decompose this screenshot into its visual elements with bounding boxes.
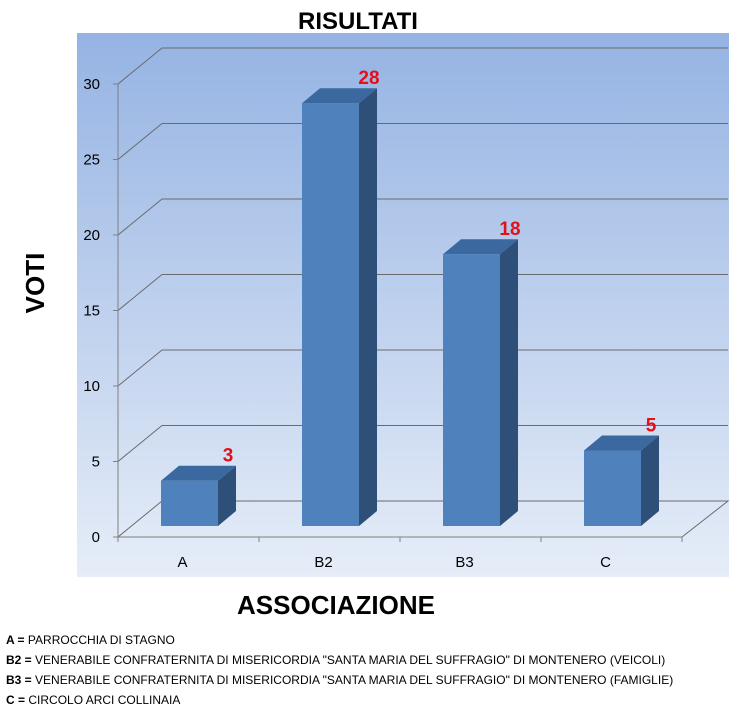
bar-side — [641, 435, 659, 526]
axes — [113, 83, 683, 542]
legend-key: B3 = — [6, 673, 32, 687]
bars — [161, 88, 659, 526]
gridline-diagonal — [117, 425, 163, 462]
bar-b2 — [302, 88, 377, 526]
data-label: 18 — [499, 219, 520, 240]
bar-top — [161, 465, 236, 481]
x-tick-label: B3 — [455, 554, 473, 571]
legend-text: PARROCCHIA DI STAGNO — [27, 633, 175, 647]
bar-front — [161, 480, 218, 526]
legend-row-b3: B3 = VENERABILE CONFRATERNITA DI MISERIC… — [6, 670, 673, 690]
y-tick-label: 15 — [83, 303, 100, 320]
y-tick-label: 25 — [83, 152, 100, 169]
data-label: 28 — [358, 68, 379, 89]
bar-top — [443, 239, 518, 255]
legend-text: VENERABILE CONFRATERNITA DI MISERICORDIA… — [35, 653, 666, 667]
data-label: 3 — [223, 446, 234, 467]
x-tick-label: C — [600, 554, 611, 571]
y-tick-label: 5 — [92, 454, 100, 471]
bar-side — [500, 239, 518, 526]
bar-side — [359, 88, 377, 526]
labels: 0 5 10 15 20 25 30 3 A 28 B2 18 B3 5 C — [83, 68, 656, 571]
legend-key: C = — [6, 693, 26, 707]
y-tick-label: 30 — [83, 76, 100, 93]
legend-text: CIRCOLO ARCI COLLINAIA — [28, 693, 181, 707]
y-tick-label: 20 — [83, 227, 100, 244]
gridline-diagonal — [117, 274, 163, 311]
bar-front — [302, 103, 359, 526]
category-key-legend: A = PARROCCHIA DI STAGNO B2 = VENERABILE… — [6, 630, 673, 710]
y-axis-title: VOTI — [20, 253, 50, 314]
y-tick-label: 0 — [92, 529, 100, 546]
x-tick-label: A — [177, 554, 187, 571]
bar-chart: 0 5 10 15 20 25 30 3 A 28 B2 18 B3 5 C RISULTATI ASSOC… — [20, 8, 730, 620]
legend-key: B2 = — [6, 653, 32, 667]
bar-c — [584, 435, 659, 526]
bar-side — [218, 465, 236, 526]
bar-top — [302, 88, 377, 104]
bar-top — [584, 435, 659, 451]
legend-key: A = — [6, 633, 25, 647]
bar-front — [443, 254, 500, 526]
legend-row-c: C = CIRCOLO ARCI COLLINAIA — [6, 690, 673, 710]
x-axis-title: ASSOCIAZIONE — [237, 590, 435, 620]
gridline-diagonal — [117, 198, 163, 236]
legend-text: VENERABILE CONFRATERNITA DI MISERICORDIA… — [35, 673, 674, 687]
bar-a — [161, 465, 236, 526]
data-label: 5 — [646, 416, 657, 437]
gridline-diagonal — [117, 47, 163, 85]
bar-front — [584, 450, 641, 526]
chart-title: RISULTATI — [298, 8, 418, 35]
bar-b3 — [443, 239, 518, 526]
y-tick-label: 10 — [83, 378, 100, 395]
legend-row-b2: B2 = VENERABILE CONFRATERNITA DI MISERIC… — [6, 650, 673, 670]
gridline-diagonal — [117, 349, 163, 387]
legend-row-a: A = PARROCCHIA DI STAGNO — [6, 630, 673, 650]
gridline-diagonal — [117, 123, 163, 160]
x-tick-label: B2 — [314, 554, 332, 571]
